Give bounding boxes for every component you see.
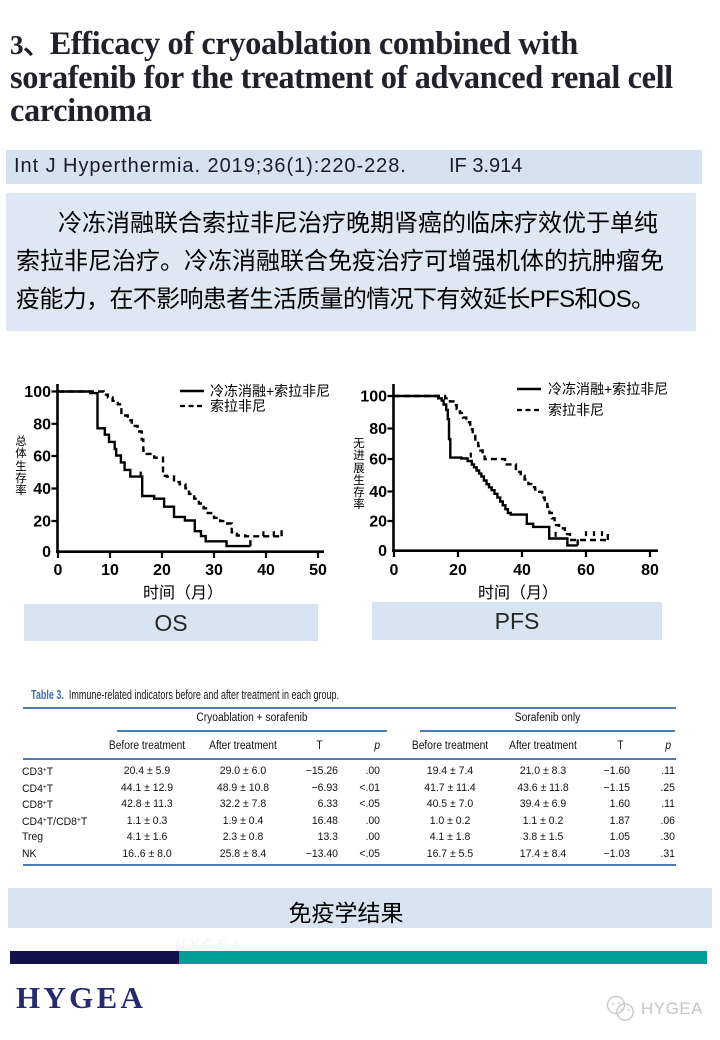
svg-text:100: 100 bbox=[360, 389, 387, 406]
svg-text:0: 0 bbox=[54, 562, 63, 579]
svg-text:40: 40 bbox=[369, 484, 387, 501]
svg-text:索拉非尼: 索拉非尼 bbox=[210, 398, 266, 414]
svg-text:40: 40 bbox=[257, 562, 275, 579]
svg-text:20: 20 bbox=[33, 514, 51, 531]
svg-text:60: 60 bbox=[369, 452, 387, 469]
svg-text:60: 60 bbox=[33, 449, 51, 466]
svg-text:0: 0 bbox=[42, 544, 51, 561]
svg-text:40: 40 bbox=[513, 562, 531, 579]
svg-text:20: 20 bbox=[369, 514, 387, 531]
svg-text:20: 20 bbox=[153, 562, 171, 579]
svg-text:0: 0 bbox=[378, 543, 387, 560]
svg-text:10: 10 bbox=[101, 562, 119, 579]
svg-text:20: 20 bbox=[449, 562, 467, 579]
svg-text:30: 30 bbox=[205, 562, 223, 579]
svg-text:时间（月）: 时间（月） bbox=[143, 584, 223, 602]
svg-text:100: 100 bbox=[24, 384, 51, 401]
svg-text:80: 80 bbox=[33, 416, 51, 433]
svg-text:时间（月）: 时间（月） bbox=[478, 584, 558, 602]
svg-text:索拉非尼: 索拉非尼 bbox=[548, 402, 604, 418]
svg-text:40: 40 bbox=[33, 481, 51, 498]
svg-text:80: 80 bbox=[641, 562, 659, 579]
svg-text:冷冻消融+索拉非尼: 冷冻消融+索拉非尼 bbox=[548, 381, 668, 397]
svg-text:60: 60 bbox=[577, 562, 595, 579]
svg-text:冷冻消融+索拉非尼: 冷冻消融+索拉非尼 bbox=[210, 383, 330, 399]
svg-text:50: 50 bbox=[309, 562, 327, 579]
svg-text:80: 80 bbox=[369, 421, 387, 438]
svg-text:0: 0 bbox=[390, 562, 399, 579]
